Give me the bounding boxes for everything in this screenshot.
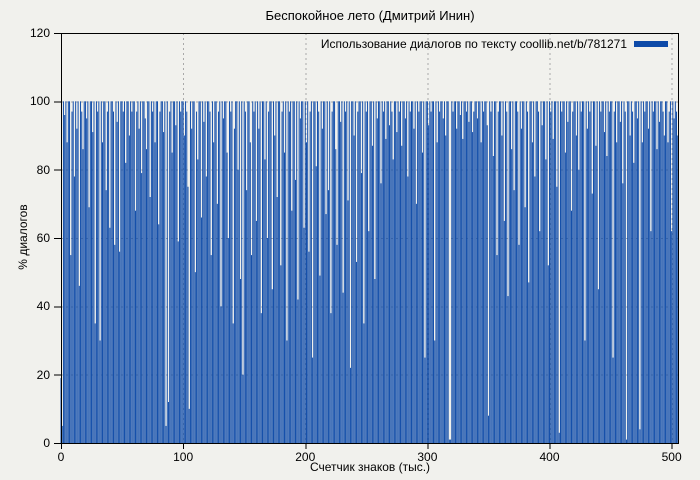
x-tick-label: 200 [295,450,316,464]
x-tick-label: 0 [57,450,65,464]
y-tick-label: 80 [36,162,50,177]
y-tick-label: 60 [36,231,50,245]
y-tick-label: 120 [29,26,50,40]
chart-title: Беспокойное лето (Дмитрий Инин) [265,8,475,23]
y-tick-label: 100 [29,94,50,109]
y-tick-label: 20 [36,367,50,382]
x-tick-label: 100 [173,450,194,464]
legend: Использование диалогов по тексту coollib… [321,37,668,51]
legend-color-swatch [634,41,668,47]
x-axis-label: Счетчик знаков (тыс.) [309,460,431,474]
plot-border [54,33,679,449]
impulse-series [60,101,679,444]
x-tick-label: 500 [661,450,682,464]
y-tick-label: 0 [43,436,50,450]
legend-label: Использование диалогов по тексту coollib… [320,37,627,51]
x-tick-label: 400 [539,450,560,464]
y-tick-label: 40 [36,299,50,314]
x-tick-label: 300 [417,450,438,464]
